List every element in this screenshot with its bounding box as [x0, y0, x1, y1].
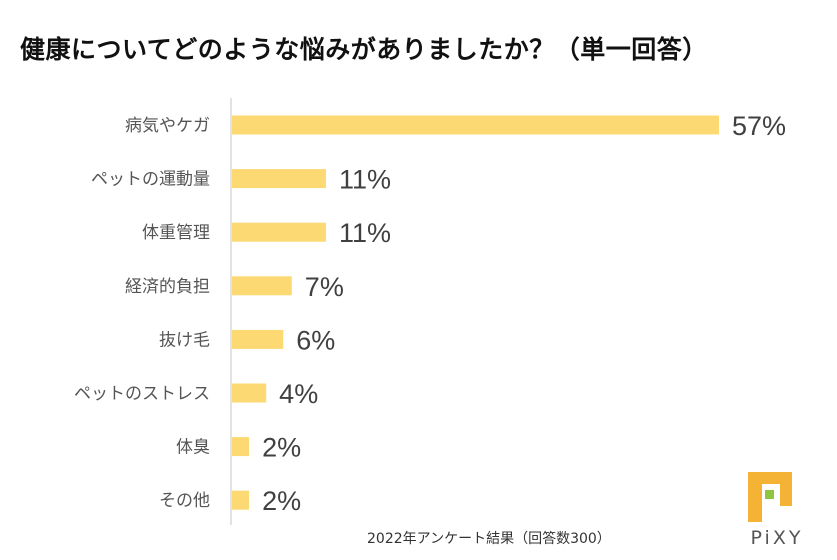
category-label: 病気やケガ [125, 116, 210, 136]
category-label: ペットのストレス [74, 384, 210, 404]
category-label: 抜け毛 [159, 330, 210, 350]
bar [232, 115, 719, 135]
category-label: 体重管理 [142, 223, 210, 243]
bar [232, 276, 292, 296]
data-label: 4% [279, 379, 318, 409]
svg-text:PiXY: PiXY [751, 527, 804, 548]
data-label: 7% [305, 272, 344, 302]
data-label: 2% [262, 433, 301, 463]
footer-note: 2022年アンケート結果（回答数300） [367, 531, 611, 547]
bar [232, 490, 250, 510]
chart-title: 健康についてどのような悩みがありましたか？（単一回答） [20, 35, 708, 64]
data-label: 57% [732, 111, 786, 141]
bar [232, 329, 284, 349]
data-label: 6% [296, 325, 335, 355]
data-label: 2% [262, 486, 301, 516]
category-label: ペットの運動量 [91, 170, 210, 190]
bar [232, 383, 267, 403]
bar [232, 437, 250, 457]
bar [232, 222, 326, 242]
pixy-logo: PiXY [748, 472, 804, 548]
category-label: その他 [159, 491, 210, 511]
category-label: 体臭 [176, 438, 210, 458]
data-label: 11% [339, 218, 391, 248]
bar [232, 169, 326, 189]
category-label: 経済的負担 [125, 277, 210, 297]
data-label: 11% [339, 165, 391, 195]
